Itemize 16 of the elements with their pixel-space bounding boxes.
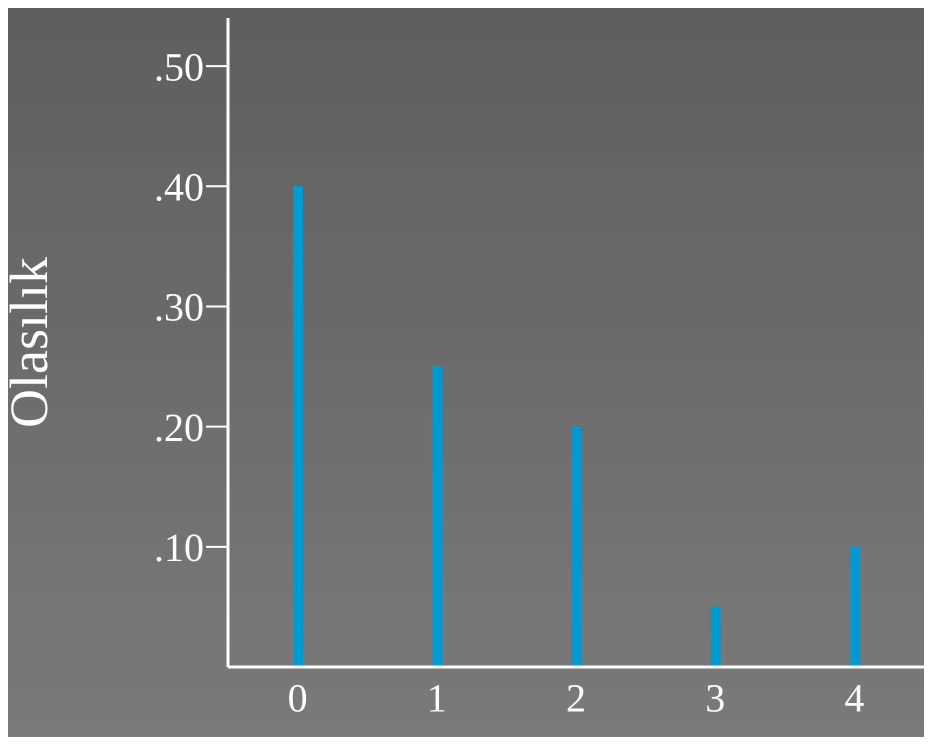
x-tick-label: 2 bbox=[566, 675, 586, 720]
bar bbox=[432, 366, 442, 667]
bar bbox=[293, 186, 303, 667]
y-tick-label: .40 bbox=[154, 164, 204, 210]
bar bbox=[850, 546, 860, 667]
y-tick-label: .20 bbox=[154, 404, 204, 450]
x-tick-label: 1 bbox=[426, 675, 447, 720]
x-tick-label: 0 bbox=[288, 675, 308, 720]
x-tick-label: 3 bbox=[705, 675, 726, 720]
y-axis-title: Olasılık bbox=[0, 257, 60, 428]
bar bbox=[710, 606, 721, 667]
bar bbox=[571, 426, 582, 667]
y-tick-label: .10 bbox=[154, 525, 204, 570]
y-tick-label: .30 bbox=[154, 284, 204, 330]
x-tick-label: 4 bbox=[844, 675, 864, 720]
y-tick-label: .50 bbox=[154, 44, 204, 90]
